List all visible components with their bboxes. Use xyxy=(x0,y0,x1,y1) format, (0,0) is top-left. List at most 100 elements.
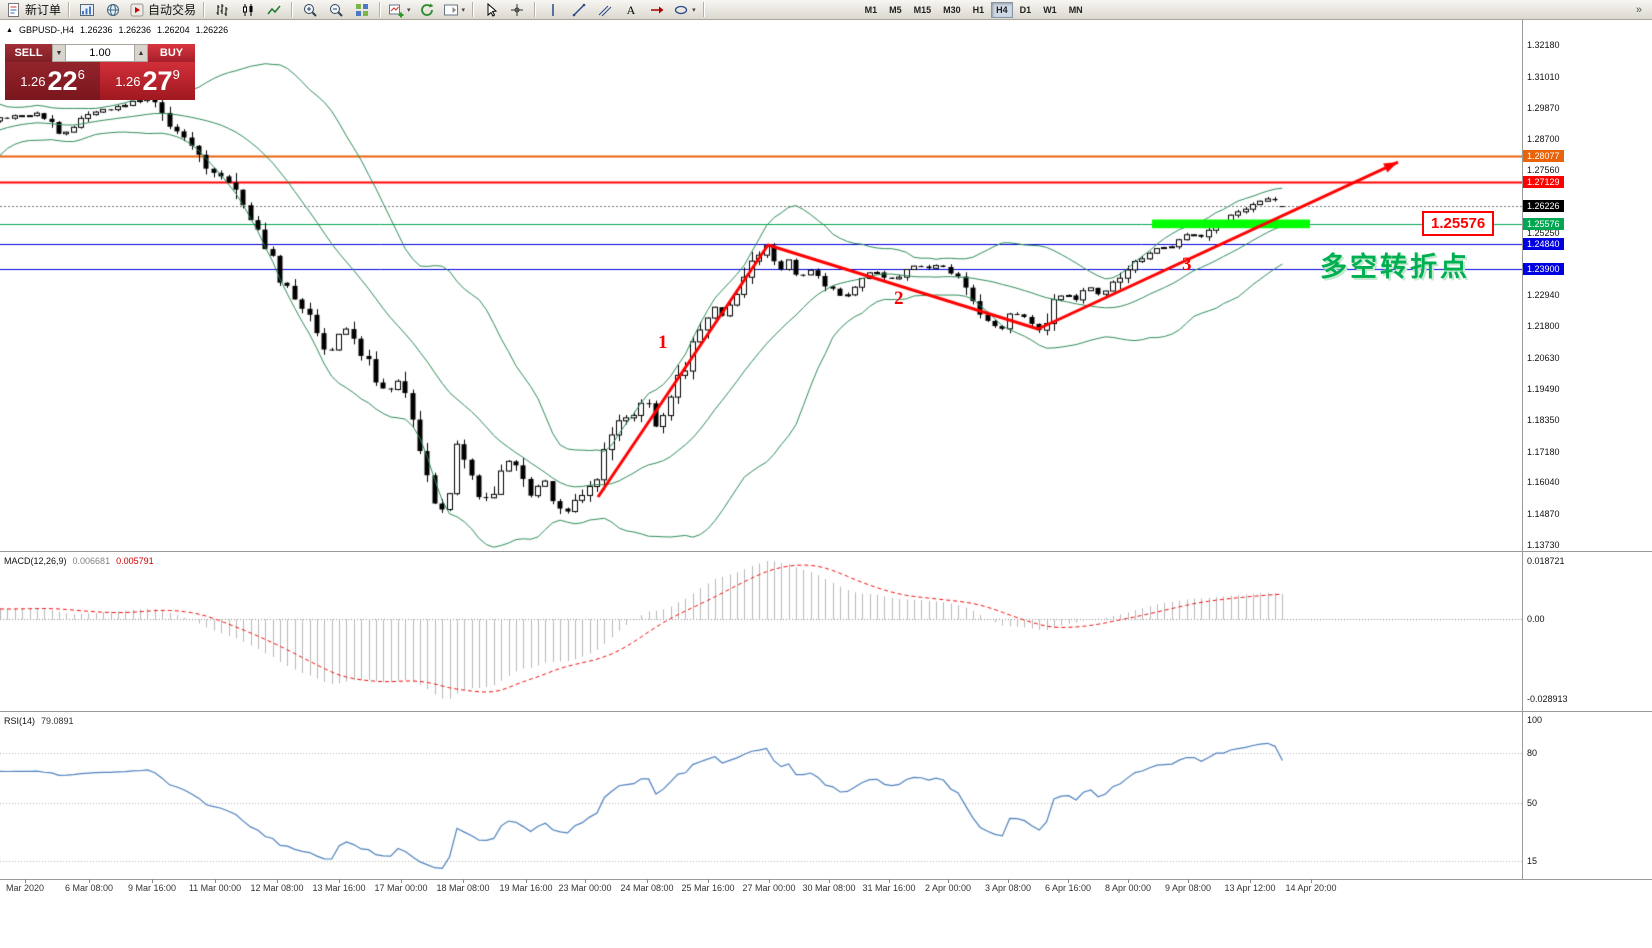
price-axis-label: 1.25250 xyxy=(1527,227,1560,238)
one-click-collapse-icon[interactable]: ▲ xyxy=(6,26,13,34)
rsi-panel-label: RSI(14) 79.0891 xyxy=(4,716,74,726)
ohlc-high: 1.26236 xyxy=(118,25,152,35)
vertical-line-button[interactable] xyxy=(540,0,566,20)
turning-point-annotation[interactable]: 多空转折点 xyxy=(1320,252,1470,282)
trendline-button[interactable] xyxy=(566,0,592,20)
chart-symbol-period: GBPUSD-,H4 xyxy=(18,25,74,35)
trendline-icon xyxy=(571,2,587,18)
tile-windows-button[interactable] xyxy=(349,0,375,20)
rsi-scale-label: 50 xyxy=(1527,798,1538,808)
timeframe-d1-button[interactable]: D1 xyxy=(1019,4,1032,15)
autotrading-icon xyxy=(129,2,145,18)
price-axis-separator[interactable] xyxy=(1522,20,1523,879)
timeframe-m1-button[interactable]: M1 xyxy=(864,4,878,15)
price-axis-label: 1.21800 xyxy=(1527,321,1560,332)
volume-increase-button[interactable]: ▲ xyxy=(134,44,148,62)
price-axis-label: 1.19490 xyxy=(1527,383,1560,394)
chart-shift-button[interactable]: ▾ xyxy=(440,0,469,20)
buy-price-big: 27 xyxy=(142,65,173,96)
line-chart-button[interactable] xyxy=(261,0,287,20)
equidistant-channel-icon xyxy=(597,2,613,18)
terminal-button[interactable] xyxy=(74,0,100,20)
equidistant-channel-button[interactable] xyxy=(592,0,618,20)
time-axis-label: Mar 2020 xyxy=(5,883,45,893)
bar-chart-button[interactable] xyxy=(209,0,235,20)
auto-scroll-button[interactable] xyxy=(414,0,440,20)
ohlc-low: 1.26204 xyxy=(157,25,190,35)
time-axis-label: 11 Mar 00:00 xyxy=(188,883,242,893)
toolbar-overflow-icon[interactable]: » xyxy=(1635,3,1642,16)
timeframe-w1-button[interactable]: W1 xyxy=(1043,4,1057,15)
price-level-badge: 1.28077 xyxy=(1523,150,1564,163)
price-axis-label: 1.28700 xyxy=(1527,134,1560,145)
buy-price-base: 1.26 xyxy=(115,73,141,89)
price-level-badge: 1.23900 xyxy=(1523,263,1564,276)
autotrading-button[interactable]: 自动交易 xyxy=(126,0,199,20)
price-level-badge: 1.25576 xyxy=(1523,217,1564,230)
ohlc-open: 1.26236 xyxy=(79,25,113,35)
time-axis-label: 25 Mar 16:00 xyxy=(681,883,735,893)
macd-indicator-canvas[interactable] xyxy=(0,553,1522,711)
new-chart-button[interactable]: ▾ xyxy=(385,0,414,20)
time-axis-label: 14 Apr 20:00 xyxy=(1285,883,1337,893)
price-level-badge: 1.27129 xyxy=(1523,175,1564,188)
timeframe-m5-button[interactable]: M5 xyxy=(889,4,902,15)
time-axis-label: 18 Mar 08:00 xyxy=(436,883,490,893)
globe-icon xyxy=(105,2,121,18)
crosshair-icon xyxy=(509,2,525,18)
volume-input[interactable] xyxy=(66,44,134,62)
zoom-out-button[interactable] xyxy=(323,0,349,20)
candle-chart-button[interactable] xyxy=(235,0,261,20)
main-chart-canvas[interactable] xyxy=(0,20,1522,551)
zoom-in-button[interactable] xyxy=(297,0,323,20)
timeframe-h1-button[interactable]: H1 xyxy=(972,4,985,15)
buy-button[interactable]: BUY xyxy=(148,44,195,62)
line-chart-icon xyxy=(266,2,282,18)
ohlc-close: 1.26226 xyxy=(195,25,229,35)
cursor-button[interactable] xyxy=(478,0,504,20)
price-axis-label: 1.13730 xyxy=(1527,540,1560,550)
chart-ohlc-header: ▲ GBPUSD-,H4 1.26236 1.26236 1.26204 1.2… xyxy=(6,25,228,35)
sell-button[interactable]: SELL xyxy=(5,44,52,62)
volume-decrease-button[interactable]: ▼ xyxy=(52,44,66,62)
buy-price[interactable]: 1.26 27 9 xyxy=(100,62,195,100)
text-tool-button[interactable]: A xyxy=(618,0,644,20)
toolbar: 新订单 自动交易 ▾ ▾ A ▾ M1 M5 M15 M30 H1 H4 D1 W1 MN » xyxy=(0,0,1652,20)
time-axis-label: 13 Apr 12:00 xyxy=(1224,883,1276,893)
price-axis-label: 1.31010 xyxy=(1527,71,1560,82)
arrows-tool-button[interactable] xyxy=(644,0,670,20)
price-target-box[interactable]: 1.25576 xyxy=(1422,211,1495,236)
one-click-trading-panel[interactable]: SELL ▼ ▲ BUY 1.26 22 6 1.26 27 9 xyxy=(5,44,195,100)
arrows-tool-icon xyxy=(649,2,665,18)
time-axis-label: 27 Mar 00:00 xyxy=(742,883,796,893)
timeframe-mn-button[interactable]: MN xyxy=(1068,4,1083,15)
timeframe-m15-button[interactable]: M15 xyxy=(913,4,932,15)
time-axis-label: 9 Apr 08:00 xyxy=(1164,883,1212,893)
panel-separator[interactable] xyxy=(0,711,1652,712)
timeframe-m30-button[interactable]: M30 xyxy=(943,4,961,15)
auto-scroll-icon xyxy=(419,2,435,18)
time-axis-label: 2 Apr 00:00 xyxy=(924,883,972,893)
macd-main-value: 0.006681 xyxy=(72,556,111,566)
time-axis-label: 3 Apr 08:00 xyxy=(984,883,1032,893)
toolbar-separator xyxy=(534,2,537,17)
current-price-badge: 1.26226 xyxy=(1523,200,1564,213)
price-axis-label: 1.29870 xyxy=(1527,102,1560,113)
dropdown-caret-icon: ▾ xyxy=(461,6,466,14)
panel-separator[interactable] xyxy=(0,551,1652,552)
shapes-button[interactable]: ▾ xyxy=(670,0,699,20)
price-level-badge: 1.24840 xyxy=(1523,237,1564,250)
crosshair-button[interactable] xyxy=(504,0,530,20)
timeframe-h4-button[interactable]: H4 xyxy=(991,1,1013,18)
sell-price[interactable]: 1.26 22 6 xyxy=(5,62,100,100)
macd-scale-label: 0.018721 xyxy=(1527,556,1565,566)
new-order-button[interactable]: 新订单 xyxy=(3,0,64,20)
globe-button[interactable] xyxy=(100,0,126,20)
new-chart-icon xyxy=(388,2,404,18)
price-axis-label: 1.16040 xyxy=(1527,477,1560,488)
rsi-indicator-canvas[interactable] xyxy=(0,713,1522,879)
vertical-line-icon xyxy=(545,2,561,18)
price-axis-label: 1.18350 xyxy=(1527,414,1560,425)
price-axis-label: 1.17180 xyxy=(1527,446,1560,457)
